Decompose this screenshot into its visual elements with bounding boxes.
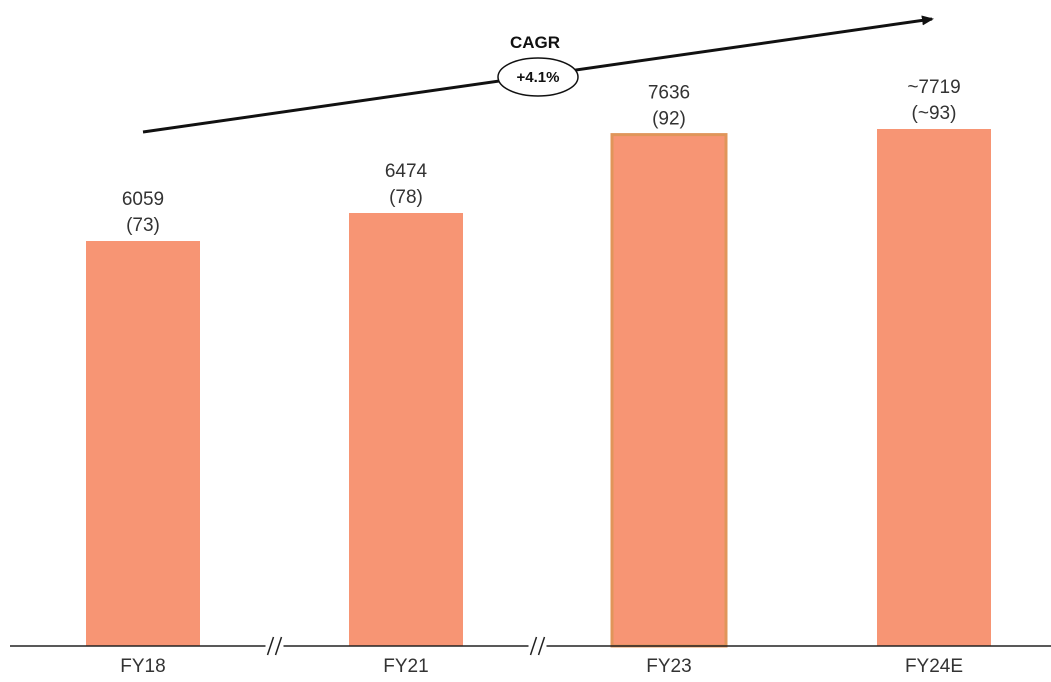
secondary-label-fy18: (73) [126,215,160,236]
secondary-label-fy23: (92) [652,109,686,130]
bar-fy18 [86,241,200,646]
bars-layer [86,129,991,648]
bar-fy24e [877,129,991,646]
x-tick-labels-layer: FY18 FY21 FY23 FY24E [120,656,963,677]
x-tick-fy24e: FY24E [905,656,963,677]
cagr-value-badge [497,57,579,97]
cagr-title: CAGR [510,33,560,52]
x-tick-fy18: FY18 [120,656,165,677]
cagr-value: +4.1% [517,69,560,86]
value-label-fy21: 6474 [385,161,428,182]
value-labels-layer: 6059 (73) 6474 (78) 7636 (92) ~7719 (~93) [122,77,961,236]
value-label-fy18: 6059 [122,189,164,210]
value-label-fy24e: ~7719 [907,77,960,98]
axis-break-after-fy21 [528,636,547,656]
secondary-label-fy21: (78) [389,187,423,208]
x-tick-fy21: FY21 [383,656,428,677]
x-tick-fy23: FY23 [646,656,691,677]
bar-fy23 [610,133,728,648]
cagr-annotation: CAGR +4.1% [142,15,934,134]
axis-break-after-fy18 [265,636,284,656]
bar-fy21 [349,213,463,646]
axis-breaks-layer [265,636,547,656]
secondary-label-fy24e: (~93) [912,103,957,124]
value-label-fy23: 7636 [648,83,690,104]
